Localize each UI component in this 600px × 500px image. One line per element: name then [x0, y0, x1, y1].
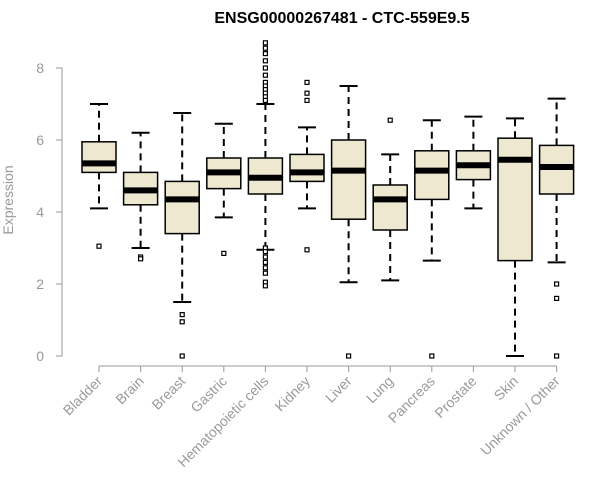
outlier-point	[262, 249, 268, 255]
box-group	[289, 79, 325, 253]
outlier-point	[387, 117, 393, 123]
outlier-point	[179, 312, 185, 318]
iqr-box	[372, 184, 408, 231]
outlier-point	[179, 319, 185, 325]
outlier-point	[304, 247, 310, 253]
box-group	[497, 117, 533, 357]
box-group	[414, 119, 450, 359]
outlier-point	[179, 353, 185, 359]
outlier-point	[553, 353, 560, 359]
iqr-box	[164, 180, 200, 235]
outlier-point	[553, 281, 560, 287]
iqr-box	[81, 141, 117, 174]
outlier-point	[262, 254, 268, 260]
outlier-point	[262, 265, 268, 271]
boxes-group	[81, 40, 575, 359]
outlier-point	[262, 97, 268, 104]
y-tick-label: 0	[36, 348, 44, 364]
iqr-box	[497, 137, 533, 262]
y-tick-label: 8	[36, 60, 44, 76]
outlier-point	[262, 50, 268, 57]
outlier-point	[262, 283, 268, 289]
y-axis-label: Expression	[0, 165, 16, 234]
box-group	[247, 40, 284, 289]
iqr-box	[330, 139, 367, 220]
outlier-point	[262, 259, 268, 265]
y-axis: 0 2 4 6 8	[36, 60, 63, 364]
x-tick-label: Lung	[363, 373, 396, 406]
chart-title: ENSG00000267481 - CTC-559E9.5	[214, 10, 469, 27]
x-tick-label: Brain	[112, 373, 146, 407]
x-tick-label: Prostate	[431, 373, 479, 421]
outlier-point	[96, 243, 102, 249]
iqr-box	[289, 153, 325, 183]
x-tick-label: Liver	[322, 373, 355, 406]
outlier-point	[262, 58, 268, 64]
outlier-point	[262, 40, 268, 46]
box-group	[455, 115, 492, 210]
y-tick-label: 6	[36, 132, 44, 148]
outlier-point	[262, 65, 268, 71]
box-group	[122, 131, 159, 262]
outlier-point	[262, 72, 268, 78]
box-group	[164, 112, 200, 359]
x-tick-label: Kidney	[272, 373, 314, 415]
outlier-point	[304, 97, 310, 104]
box-group	[372, 117, 408, 282]
box-group	[538, 97, 575, 359]
box-group	[330, 85, 367, 359]
box-group	[206, 122, 242, 256]
y-tick-label: 2	[36, 276, 44, 292]
x-tick-label: Bladder	[60, 373, 106, 419]
outlier-point	[262, 270, 268, 276]
x-tick-label: Breast	[148, 373, 188, 413]
outlier-point	[304, 79, 310, 86]
x-tick-label: Skin	[491, 373, 522, 404]
x-tick-label: Unknown / Other	[477, 373, 563, 459]
outlier-point	[553, 295, 560, 301]
iqr-box	[414, 150, 450, 201]
y-tick-label: 4	[36, 204, 44, 220]
outlier-point	[138, 256, 144, 262]
outlier-point	[429, 353, 435, 359]
outlier-point	[304, 90, 310, 96]
outlier-point	[262, 45, 268, 51]
box-group	[81, 103, 117, 249]
outlier-point	[346, 353, 352, 359]
outlier-point	[221, 250, 227, 256]
